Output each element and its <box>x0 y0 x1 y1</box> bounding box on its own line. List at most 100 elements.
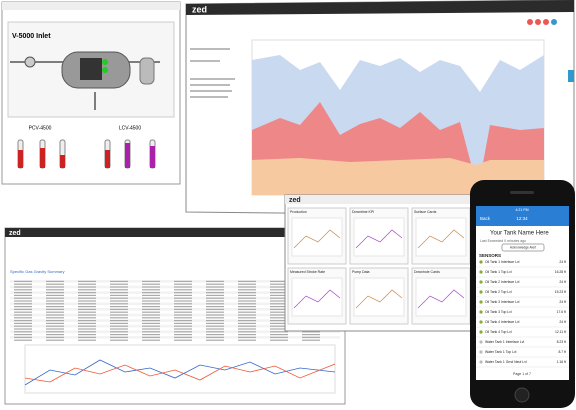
cell-text <box>78 325 96 327</box>
cell-text <box>238 334 256 336</box>
cell-text <box>110 339 128 341</box>
status-dot <box>479 350 483 354</box>
cell-text <box>206 297 224 299</box>
cell-text <box>270 328 288 330</box>
shape <box>40 148 45 168</box>
cell-text <box>174 322 192 324</box>
logo: zed <box>192 4 207 14</box>
cell-text <box>270 320 288 322</box>
shape <box>190 60 220 62</box>
cell-text <box>110 286 128 288</box>
cell-text <box>78 303 96 305</box>
cell-text <box>142 339 160 341</box>
status-dot <box>479 260 483 264</box>
cell-text <box>206 334 224 336</box>
cell-text <box>238 300 256 302</box>
widget-line <box>355 289 403 309</box>
cell-text <box>270 314 288 316</box>
cell-text <box>14 314 32 316</box>
cell-text <box>46 286 64 288</box>
cell-text <box>78 280 96 282</box>
cell-text <box>206 286 224 288</box>
cell-text <box>46 325 64 327</box>
shape <box>543 19 549 25</box>
sensor-reading: 17.6 ft <box>557 310 566 314</box>
cell-text <box>270 308 288 310</box>
phone: 4:21 PM Back 12:34 Your Tank Name Here L… <box>470 180 575 408</box>
cell-text <box>14 283 32 285</box>
cell-text <box>78 339 96 341</box>
cell-text <box>14 308 32 310</box>
cell-text <box>174 306 192 308</box>
dashboard-screen: zed Production Downtime KPI Surface Cards M… <box>284 194 476 332</box>
cell-text <box>206 336 224 338</box>
cell-text <box>270 317 288 319</box>
nav-bar <box>186 0 574 15</box>
cell-text <box>270 297 288 299</box>
cell-text <box>270 292 288 294</box>
cell-text <box>14 294 32 296</box>
nav-bar <box>5 228 345 237</box>
shape <box>551 19 557 25</box>
cell-text <box>270 286 288 288</box>
sensor-name: Oil Tank 3 Top Lvl <box>485 310 512 314</box>
widget-plot <box>291 277 343 317</box>
ack-button-label[interactable]: Acknowledge Alert <box>510 245 536 249</box>
cell-text <box>142 300 160 302</box>
cell-text <box>238 331 256 333</box>
cell-text <box>206 328 224 330</box>
cell-text <box>174 294 192 296</box>
status-dot <box>479 360 483 364</box>
cell-text <box>142 292 160 294</box>
cell-text <box>110 334 128 336</box>
sensor-name: Oil Tank 1 Top Lvl <box>485 270 512 274</box>
cell-text <box>206 311 224 313</box>
cell-text <box>110 328 128 330</box>
cell-text <box>78 322 96 324</box>
widget-line <box>417 289 465 309</box>
cell-text <box>110 322 128 324</box>
cell-text <box>142 334 160 336</box>
cell-text <box>78 320 96 322</box>
cell-text <box>14 328 32 330</box>
shape <box>190 84 230 86</box>
cell-text <box>46 297 64 299</box>
status-dot <box>479 300 483 304</box>
cell-text <box>238 306 256 308</box>
cell-text <box>174 297 192 299</box>
cell-text <box>206 308 224 310</box>
cell-text <box>238 303 256 305</box>
cell-text <box>174 292 192 294</box>
widget-title: Surface Cards <box>414 210 437 214</box>
ack-button[interactable] <box>501 243 545 252</box>
gauges <box>17 139 156 169</box>
cell-text <box>238 336 256 338</box>
widget-title: Downhole Cards <box>414 270 440 274</box>
cell-text <box>46 311 64 313</box>
sensor-reading: 12.11 ft <box>555 330 566 334</box>
cell-text <box>238 289 256 291</box>
cell-text <box>46 328 64 330</box>
status-dot <box>479 310 483 314</box>
cell-text <box>206 331 224 333</box>
cell-text <box>14 325 32 327</box>
sensor-reading: 24 ft <box>559 300 566 304</box>
cell-text <box>46 303 64 305</box>
back-button[interactable]: Back <box>480 216 491 221</box>
nav-title: 12:34 <box>516 216 528 221</box>
valve <box>24 56 36 68</box>
home-button[interactable] <box>514 387 530 403</box>
widget-plot <box>353 277 405 317</box>
cell-text <box>238 320 256 322</box>
cell-text <box>110 283 128 285</box>
status-time: 4:21 PM <box>515 208 528 212</box>
cell-text <box>270 322 288 324</box>
cell-text <box>270 283 288 285</box>
cell-text <box>174 283 192 285</box>
sensor-list: Oil Tank 1 Interface Lvl 24 ft Oil Tank 1 … <box>476 260 569 368</box>
cell-text <box>206 320 224 322</box>
cell-text <box>78 306 96 308</box>
